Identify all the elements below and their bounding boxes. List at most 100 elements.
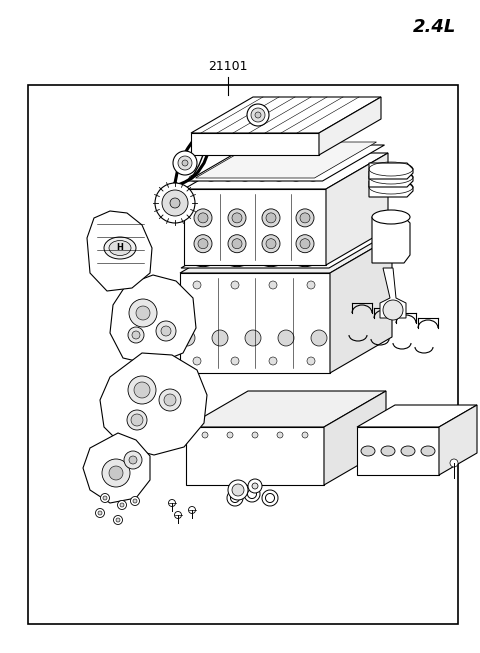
Circle shape bbox=[98, 511, 102, 515]
Ellipse shape bbox=[109, 240, 131, 255]
Circle shape bbox=[232, 213, 242, 223]
Circle shape bbox=[262, 234, 280, 253]
Text: 21101: 21101 bbox=[208, 60, 248, 73]
Circle shape bbox=[127, 410, 147, 430]
Ellipse shape bbox=[372, 210, 410, 224]
Circle shape bbox=[320, 159, 330, 168]
Circle shape bbox=[179, 330, 195, 346]
Circle shape bbox=[133, 499, 137, 503]
Circle shape bbox=[120, 503, 124, 507]
Circle shape bbox=[383, 300, 403, 320]
Ellipse shape bbox=[361, 446, 375, 456]
Circle shape bbox=[178, 156, 192, 170]
Ellipse shape bbox=[240, 175, 250, 181]
Circle shape bbox=[182, 160, 188, 166]
Polygon shape bbox=[191, 133, 319, 155]
Circle shape bbox=[168, 500, 176, 507]
Polygon shape bbox=[186, 391, 386, 427]
Ellipse shape bbox=[206, 175, 216, 181]
Circle shape bbox=[109, 466, 123, 480]
Circle shape bbox=[228, 480, 248, 500]
Circle shape bbox=[252, 483, 258, 489]
Polygon shape bbox=[439, 405, 477, 475]
Circle shape bbox=[247, 104, 269, 126]
Polygon shape bbox=[326, 153, 388, 265]
Polygon shape bbox=[83, 433, 150, 503]
Circle shape bbox=[300, 239, 310, 249]
Ellipse shape bbox=[257, 175, 267, 181]
Circle shape bbox=[164, 394, 176, 406]
Circle shape bbox=[245, 330, 261, 346]
Circle shape bbox=[278, 330, 294, 346]
Circle shape bbox=[159, 389, 181, 411]
Polygon shape bbox=[357, 405, 477, 427]
Polygon shape bbox=[87, 211, 152, 291]
Ellipse shape bbox=[291, 175, 301, 181]
Circle shape bbox=[303, 159, 313, 168]
Ellipse shape bbox=[223, 251, 251, 266]
Polygon shape bbox=[357, 427, 439, 475]
Ellipse shape bbox=[104, 237, 136, 259]
Polygon shape bbox=[110, 275, 196, 365]
Polygon shape bbox=[184, 153, 388, 189]
Circle shape bbox=[231, 281, 239, 289]
Ellipse shape bbox=[194, 253, 212, 264]
Circle shape bbox=[302, 432, 308, 438]
Circle shape bbox=[193, 281, 201, 289]
Bar bbox=[28, 85, 458, 624]
Polygon shape bbox=[324, 391, 386, 485]
Circle shape bbox=[232, 239, 242, 249]
Polygon shape bbox=[369, 181, 413, 197]
Polygon shape bbox=[184, 189, 326, 265]
Circle shape bbox=[161, 326, 171, 336]
Circle shape bbox=[262, 209, 280, 227]
Circle shape bbox=[100, 494, 109, 503]
Ellipse shape bbox=[401, 446, 415, 456]
Ellipse shape bbox=[308, 175, 318, 181]
Circle shape bbox=[194, 234, 212, 253]
Circle shape bbox=[113, 515, 122, 524]
Circle shape bbox=[248, 479, 262, 493]
Ellipse shape bbox=[274, 175, 284, 181]
Circle shape bbox=[202, 432, 208, 438]
Circle shape bbox=[232, 484, 244, 496]
Circle shape bbox=[450, 459, 458, 467]
Circle shape bbox=[116, 518, 120, 522]
Circle shape bbox=[118, 500, 127, 509]
Ellipse shape bbox=[296, 253, 314, 264]
Circle shape bbox=[251, 108, 265, 122]
Polygon shape bbox=[369, 163, 413, 179]
Circle shape bbox=[156, 321, 176, 341]
Polygon shape bbox=[180, 237, 392, 273]
Circle shape bbox=[103, 496, 107, 500]
Polygon shape bbox=[186, 427, 324, 485]
Circle shape bbox=[255, 112, 261, 118]
Polygon shape bbox=[191, 97, 381, 133]
Circle shape bbox=[277, 432, 283, 438]
Circle shape bbox=[170, 198, 180, 208]
Text: H: H bbox=[117, 244, 123, 253]
Ellipse shape bbox=[262, 253, 280, 264]
Circle shape bbox=[132, 331, 140, 339]
Polygon shape bbox=[319, 97, 381, 155]
Ellipse shape bbox=[189, 251, 217, 266]
Circle shape bbox=[162, 190, 188, 216]
Circle shape bbox=[266, 239, 276, 249]
Circle shape bbox=[307, 357, 315, 365]
Circle shape bbox=[129, 456, 137, 464]
Polygon shape bbox=[195, 142, 376, 178]
Circle shape bbox=[134, 382, 150, 398]
Polygon shape bbox=[180, 273, 330, 373]
Polygon shape bbox=[188, 145, 384, 181]
Ellipse shape bbox=[223, 175, 233, 181]
Circle shape bbox=[155, 183, 195, 223]
Circle shape bbox=[198, 239, 208, 249]
Ellipse shape bbox=[259, 243, 283, 257]
Circle shape bbox=[136, 306, 150, 320]
Ellipse shape bbox=[225, 243, 249, 257]
Ellipse shape bbox=[228, 253, 246, 264]
Ellipse shape bbox=[291, 251, 319, 266]
Circle shape bbox=[269, 281, 277, 289]
Circle shape bbox=[231, 357, 239, 365]
Polygon shape bbox=[181, 232, 391, 268]
